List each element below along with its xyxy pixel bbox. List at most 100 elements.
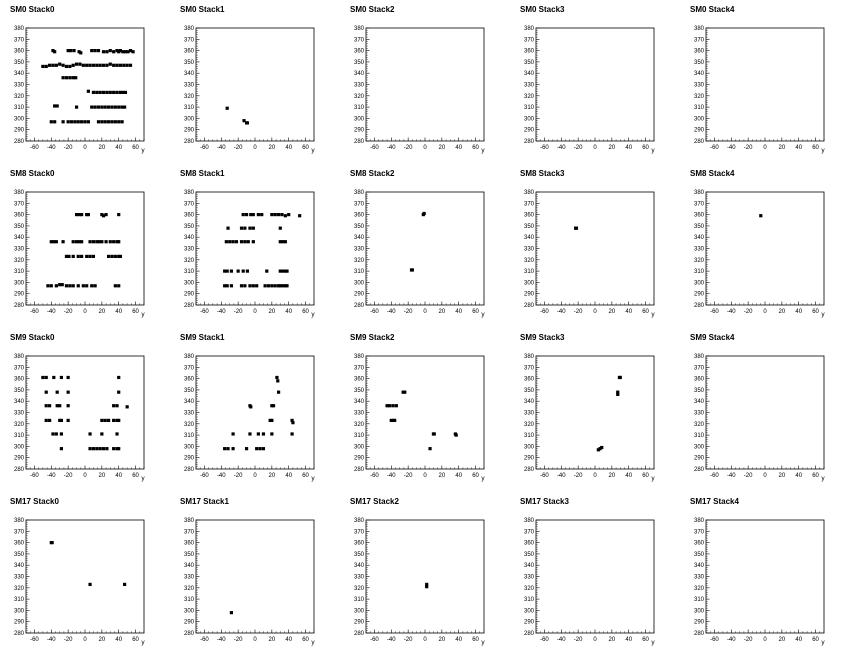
- data-point: [277, 213, 281, 217]
- y-tick-label: 290: [184, 620, 195, 626]
- plot-frame: [195, 27, 315, 142]
- scatter-plot: 280 290 300 310 320 330 340 350 360 370 380 -60 -40 -…: [694, 190, 825, 318]
- data-point: [118, 254, 122, 259]
- x-tick-label: 20: [439, 145, 446, 151]
- y-tick-label: 290: [184, 456, 195, 462]
- scatter-plot: 280 290 300 310 320 330 340 350 360 370 380 -60 -40 -…: [694, 26, 825, 154]
- data-point: [246, 240, 250, 244]
- data-point: [616, 390, 620, 394]
- x-axis-title: y: [141, 639, 145, 646]
- y-tick-label: 330: [14, 411, 25, 417]
- y-tick-label: 320: [184, 586, 195, 592]
- scatter-plot: 280 290 300 310 320 330 340 350 360 370 380 -60 -40 -…: [14, 354, 145, 482]
- x-tick-label: 60: [812, 309, 819, 315]
- y-tick-label: 280: [694, 467, 705, 473]
- plot-title: SM8 Stack2: [350, 169, 395, 178]
- data-point: [422, 211, 426, 216]
- data-point: [80, 120, 84, 124]
- x-tick-label: -40: [557, 637, 566, 643]
- y-tick-label: 280: [184, 139, 195, 145]
- data-point: [51, 432, 55, 436]
- data-point: [251, 213, 255, 217]
- data-point: [290, 418, 294, 423]
- data-point: [54, 63, 58, 67]
- x-tick-label: -40: [727, 637, 736, 643]
- x-tick-label: 60: [812, 473, 819, 479]
- data-point: [131, 50, 135, 54]
- x-axis-title: y: [821, 147, 825, 154]
- y-tick-label: 290: [14, 292, 25, 298]
- data-point: [126, 50, 130, 54]
- data-point: [85, 254, 89, 259]
- y-tick-label: 350: [14, 552, 25, 558]
- x-tick-label: 20: [779, 145, 786, 151]
- y-tick-label: 320: [524, 586, 535, 592]
- data-point: [81, 63, 85, 67]
- y-tick-label: 320: [354, 422, 365, 428]
- y-tick-label: 340: [524, 399, 535, 405]
- scatter-plot: 280 290 300 310 320 330 340 350 360 370 380 -60 -40 -…: [524, 190, 655, 318]
- data-point: [112, 50, 116, 54]
- data-point: [255, 447, 259, 451]
- y-tick-label: 350: [184, 224, 195, 230]
- x-tick-label: 40: [285, 145, 292, 151]
- data-point: [69, 49, 73, 53]
- data-point: [91, 254, 96, 259]
- x-tick-label: 0: [593, 637, 597, 643]
- y-tick-label: 300: [524, 280, 535, 286]
- data-point: [91, 447, 96, 451]
- data-point: [108, 240, 112, 244]
- y-tick-label: 300: [14, 280, 25, 286]
- x-tick-label: 60: [132, 145, 139, 151]
- x-tick-label: 40: [625, 309, 632, 315]
- data-point: [76, 120, 80, 124]
- y-tick-label: 380: [354, 190, 365, 196]
- x-tick-label: -20: [404, 309, 413, 315]
- y-tick-label: 380: [524, 26, 535, 32]
- plot-frame: [25, 355, 145, 470]
- x-tick-label: -60: [540, 637, 549, 643]
- data-point: [85, 284, 89, 288]
- data-point: [52, 240, 56, 244]
- x-tick-label: 60: [132, 473, 139, 479]
- data-point: [759, 214, 763, 218]
- data-point: [71, 284, 75, 288]
- y-tick-label: 310: [524, 105, 535, 111]
- data-point: [239, 226, 244, 230]
- y-tick-label: 360: [14, 541, 25, 547]
- y-tick-label: 330: [694, 83, 705, 89]
- data-point: [103, 120, 107, 124]
- plot-pad: SM8 Stack4 280 290 300 310 320 330 340 350 360 370…: [680, 164, 850, 328]
- x-tick-label: -40: [387, 473, 396, 479]
- data-point: [68, 64, 72, 69]
- data-point: [394, 404, 398, 408]
- x-tick-label: -40: [47, 637, 56, 643]
- x-tick-label: -40: [727, 145, 736, 151]
- data-point: [69, 120, 74, 124]
- x-tick-label: 40: [795, 637, 802, 643]
- y-tick-label: 360: [354, 213, 365, 219]
- y-tick-label: 330: [184, 575, 195, 581]
- y-tick-label: 290: [14, 456, 25, 462]
- y-tick-label: 290: [524, 620, 535, 626]
- y-tick-label: 290: [354, 620, 365, 626]
- data-point: [66, 390, 70, 394]
- x-tick-label: 0: [423, 309, 427, 315]
- data-point: [285, 284, 289, 288]
- data-point: [115, 418, 119, 423]
- x-tick-label: -60: [710, 473, 719, 479]
- data-point: [103, 418, 107, 423]
- data-point: [86, 89, 90, 93]
- y-tick-label: 280: [524, 139, 535, 145]
- y-tick-label: 340: [184, 399, 195, 405]
- y-tick-label: 350: [14, 60, 25, 66]
- data-point: [290, 432, 294, 436]
- data-point: [59, 418, 63, 423]
- x-tick-label: -20: [574, 473, 583, 479]
- data-point: [278, 226, 282, 230]
- data-point: [53, 120, 57, 124]
- data-point: [58, 404, 62, 408]
- data-point: [258, 447, 262, 451]
- data-point: [96, 120, 101, 124]
- scatter-plot: 280 290 300 310 320 330 340 350 360 370 380 -60 -40 -…: [354, 518, 485, 646]
